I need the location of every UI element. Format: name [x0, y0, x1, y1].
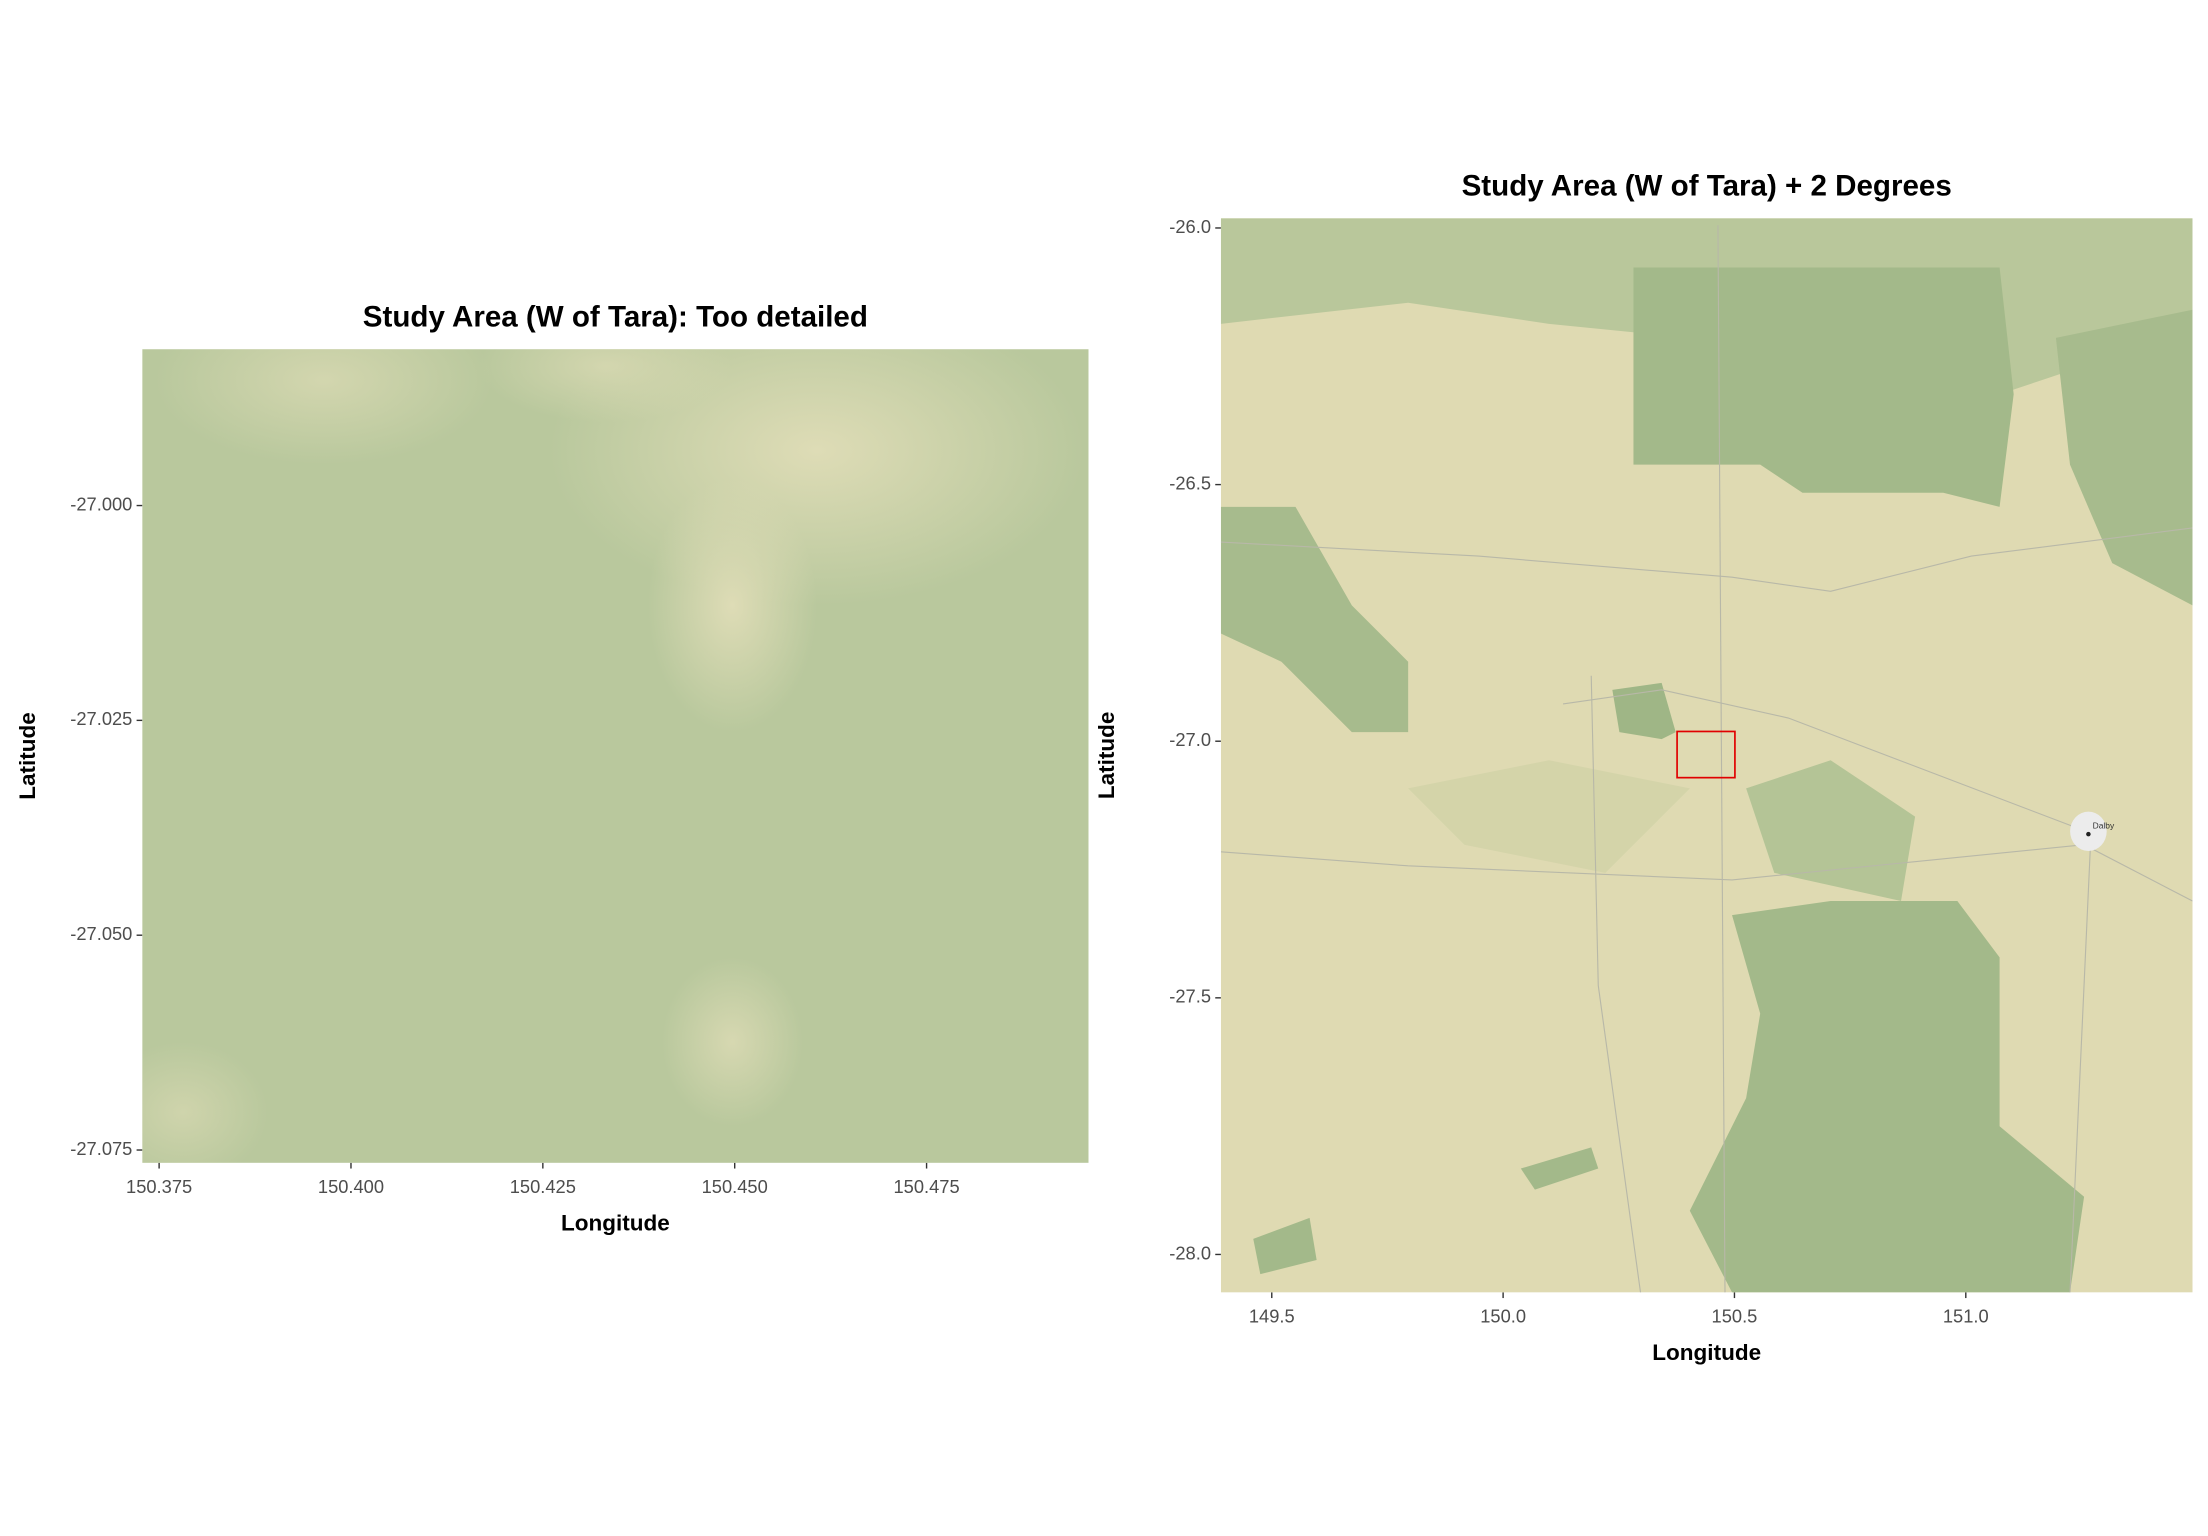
y-tick-label: -27.000: [70, 493, 132, 514]
y-tick-label: -26.0: [1169, 216, 1211, 237]
terrain-left: [142, 349, 1089, 1163]
x-tick-label: 150.475: [894, 1176, 960, 1197]
y-tick-label: -27.0: [1169, 729, 1211, 750]
panel-title: Study Area (W of Tara) + 2 Degrees: [1462, 170, 1952, 203]
terrain-right: [1220, 218, 2193, 1293]
x-tick-label: 150.0: [1480, 1306, 1526, 1327]
x-tick-label: 150.5: [1712, 1306, 1758, 1327]
town-label: Dalby: [2093, 820, 2115, 830]
y-tick-label: -26.5: [1169, 472, 1211, 493]
town-marker: [2086, 831, 2091, 837]
y-tick-label: -28.0: [1169, 1242, 1211, 1263]
x-axis-label: Longitude: [561, 1210, 670, 1235]
y-tick-label: -27.5: [1169, 986, 1211, 1007]
x-tick-label: 149.5: [1249, 1306, 1295, 1327]
x-tick-label: 150.425: [510, 1176, 576, 1197]
x-tick-label: 150.375: [126, 1176, 192, 1197]
x-tick-label: 150.400: [318, 1176, 384, 1197]
x-axis-label: Longitude: [1652, 1340, 1761, 1365]
panel-title: Study Area (W of Tara): Too detailed: [363, 301, 868, 334]
y-axis-label: Latitude: [1094, 712, 1119, 800]
x-tick-label: 151.0: [1943, 1306, 1989, 1327]
y-tick-label: -27.025: [70, 708, 132, 729]
x-tick-label: 150.450: [702, 1176, 768, 1197]
study-area: [1676, 730, 1736, 779]
town-area: [2070, 811, 2107, 852]
y-axis-label: Latitude: [15, 712, 40, 800]
y-tick-label: -27.050: [70, 923, 132, 944]
y-tick-label: -27.075: [70, 1138, 132, 1159]
